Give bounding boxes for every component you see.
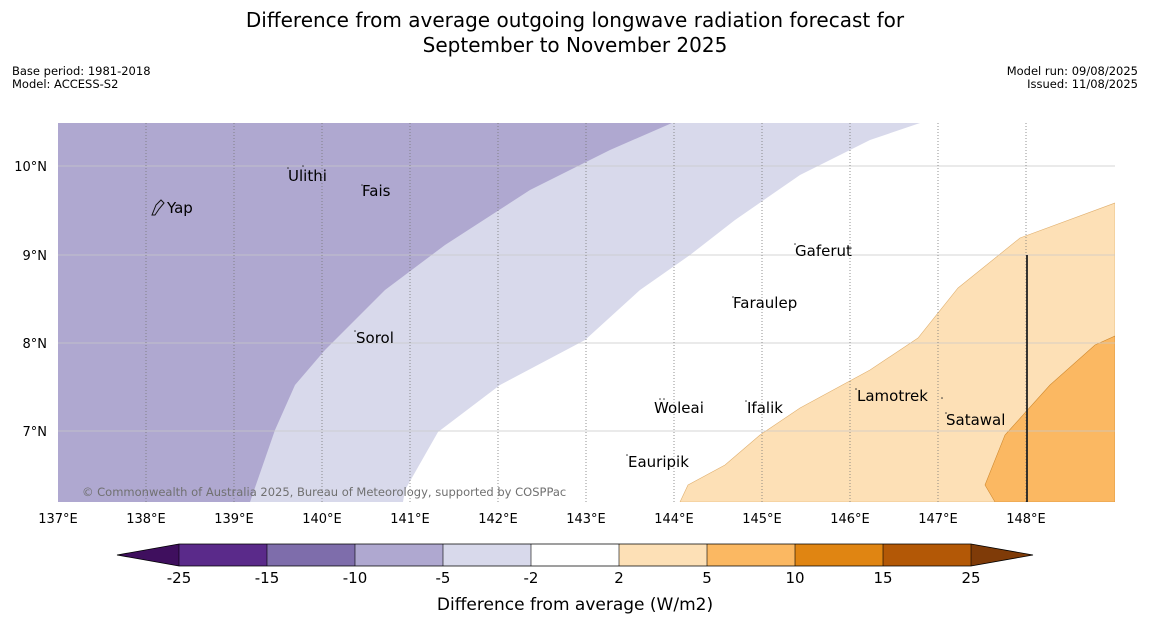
- place-label-ifalik: Ifalik: [747, 399, 783, 417]
- place-label-ulithi: Ulithi: [288, 167, 327, 185]
- forecast-metadata-left: Base period: 1981-2018 Model: ACCESS-S2: [12, 65, 151, 91]
- title-line-2: September to November 2025: [422, 33, 728, 57]
- colorbar-tick: 10: [785, 569, 804, 587]
- forecast-metadata-right: Model run: 09/08/2025 Issued: 11/08/2025: [1007, 65, 1138, 91]
- place-labels: Ulithi Fais Yap Gaferut Faraulep Sorol L…: [166, 167, 1005, 471]
- colorbar-bin-minus-5-to-minus-2: [443, 544, 531, 566]
- colorbar-tick: -2: [524, 569, 539, 587]
- colorbar-tick: 5: [702, 569, 712, 587]
- colorbar-tick: 25: [961, 569, 980, 587]
- map-title: Difference from average outgoing longwav…: [0, 8, 1150, 58]
- lon-label-142e: 142°E: [478, 512, 518, 527]
- colorbar-bin-minus-10-to-minus-5: [355, 544, 443, 566]
- lon-label-141e: 141°E: [390, 512, 430, 527]
- colorbar-bin-minus-25-to-minus-15: [179, 544, 267, 566]
- lon-label-140e: 140°E: [302, 512, 342, 527]
- lon-label-145e: 145°E: [742, 512, 782, 527]
- issued-date: Issued: 11/08/2025: [1027, 77, 1138, 91]
- longitude-gridlines: [145, 123, 1027, 502]
- place-label-yap: Yap: [166, 199, 193, 217]
- lon-label-138e: 138°E: [126, 512, 166, 527]
- lon-label-146e: 146°E: [830, 512, 870, 527]
- lat-label-9n: 9°N: [23, 249, 48, 264]
- colorbar-low-extension: [117, 544, 179, 566]
- colorbar-bin-2-to-5: [619, 544, 707, 566]
- latitude-axis-labels: 10°N 9°N 8°N 7°N: [14, 160, 47, 440]
- colorbar-tick: -5: [436, 569, 451, 587]
- title-line-1: Difference from average outgoing longwav…: [245, 8, 905, 32]
- lat-label-8n: 8°N: [23, 337, 48, 352]
- lon-label-148e: 148°E: [1006, 512, 1046, 527]
- colorbar-tick-labels: -25 -15 -10 -5 -2 2 5 10 15 25: [167, 569, 981, 587]
- region-5-to-10: [984, 335, 1115, 502]
- place-label-eauripik: Eauripik: [628, 453, 689, 471]
- colorbar-bin-15-to-25: [883, 544, 971, 566]
- place-label-sorol: Sorol: [356, 329, 394, 347]
- lat-label-10n: 10°N: [14, 160, 47, 175]
- colorbar-dividers: [178, 544, 972, 566]
- lon-label-137e: 137°E: [38, 512, 78, 527]
- base-period: Base period: 1981-2018: [12, 64, 151, 78]
- colorbar-tick: 2: [614, 569, 624, 587]
- region-minus-10-to-minus-5: [58, 123, 672, 502]
- colorbar-tick: -25: [167, 569, 192, 587]
- colorbar-bin-minus-15-to-minus-10: [267, 544, 355, 566]
- colorbar-bin-minus-2-to-2: [531, 544, 619, 566]
- region-2-to-5: [679, 202, 1115, 502]
- place-label-woleai: Woleai: [654, 399, 704, 417]
- lon-label-143e: 143°E: [566, 512, 606, 527]
- lat-label-7n: 7°N: [23, 425, 48, 440]
- model-run-date: Model run: 09/08/2025: [1006, 64, 1138, 78]
- map-panel: Ulithi Fais Yap Gaferut Faraulep Sorol L…: [58, 123, 1115, 502]
- model-name: Model: ACCESS-S2: [12, 77, 119, 91]
- colorbar-bin-5-to-10: [707, 544, 795, 566]
- colorbar-label: Difference from average (W/m2): [437, 595, 713, 615]
- colorbar: -25 -15 -10 -5 -2 2 5 10 15 25 Differenc…: [116, 543, 1034, 615]
- longitude-axis-labels: 137°E 138°E 139°E 140°E 141°E 142°E 143°…: [38, 512, 1046, 527]
- lon-label-147e: 147°E: [918, 512, 958, 527]
- place-label-gaferut: Gaferut: [795, 242, 852, 260]
- yap-island-outline: [151, 199, 165, 216]
- copyright-notice: © Commonwealth of Australia 2025, Bureau…: [82, 485, 566, 499]
- colorbar-bin-10-to-15: [795, 544, 883, 566]
- place-label-fais: Fais: [362, 182, 391, 200]
- lon-label-144e: 144°E: [654, 512, 694, 527]
- colorbar-tick: 15: [873, 569, 892, 587]
- colorbar-high-extension: [971, 544, 1033, 566]
- island-dots: [287, 165, 947, 456]
- place-label-faraulep: Faraulep: [733, 294, 797, 312]
- lon-label-139e: 139°E: [214, 512, 254, 527]
- colorbar-tick: -15: [255, 569, 280, 587]
- colorbar-tick: -10: [343, 569, 368, 587]
- place-label-satawal: Satawal: [946, 411, 1005, 429]
- place-label-lamotrek: Lamotrek: [857, 387, 928, 405]
